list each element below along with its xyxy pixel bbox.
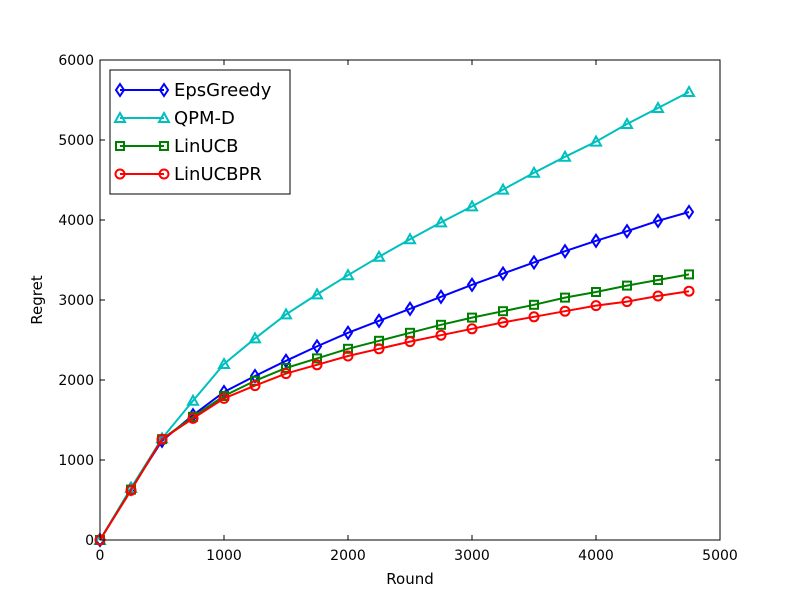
data-point-linucbpr (249, 380, 261, 392)
data-point-linucbpr (187, 412, 199, 424)
data-point-linucbpr (559, 305, 571, 317)
data-point-qpm-d (682, 84, 696, 97)
data-point-qpm-d (496, 182, 510, 195)
legend: EpsGreedy QPM-D LinUCB LinUCBPR (109, 69, 291, 195)
data-point-qpm-d (186, 393, 200, 406)
data-point-qpm-d (248, 331, 262, 344)
data-point-linucbpr (218, 392, 230, 404)
legend-item-epsgreedy: EpsGreedy (114, 80, 272, 101)
data-point-qpm-d (217, 356, 231, 369)
data-point-epsgreedy (683, 204, 695, 220)
legend-marker (157, 110, 171, 123)
legend-label: QPM-D (174, 108, 235, 129)
data-point-linucb (622, 280, 632, 291)
x-axis-label: Round (386, 570, 433, 588)
y-tick-label: 0 (85, 533, 94, 549)
data-point-epsgreedy (466, 276, 478, 293)
data-point-linucbpr (156, 433, 168, 445)
data-point-linucbpr (497, 316, 509, 328)
x-tick-label: 3000 (454, 548, 490, 564)
data-point-qpm-d (372, 249, 386, 262)
series-line-linucb (99, 273, 690, 541)
data-point-epsgreedy (342, 324, 354, 341)
data-point-linucbpr (342, 350, 354, 362)
data-point-linucb (684, 269, 694, 280)
y-tick-label: 4000 (58, 213, 94, 229)
y-tick-label: 5000 (58, 133, 94, 149)
legend-marker (115, 141, 125, 151)
data-point-epsgreedy (404, 300, 416, 317)
data-point-epsgreedy (528, 254, 540, 271)
legend-label: LinUCB (174, 136, 239, 157)
data-point-qpm-d (651, 100, 665, 113)
data-point-epsgreedy (280, 352, 292, 369)
data-point-linucbpr (466, 323, 478, 335)
data-point-linucbpr (373, 343, 385, 355)
legend-marker (114, 168, 126, 180)
data-point-qpm-d (341, 268, 355, 281)
legend-label: LinUCBPR (174, 164, 262, 185)
data-point-linucbpr (435, 329, 447, 341)
data-point-linucb (467, 312, 477, 323)
series-line-epsgreedy (99, 211, 690, 541)
data-point-linucbpr (621, 296, 633, 308)
data-point-epsgreedy (497, 265, 509, 282)
y-tick-label: 3000 (58, 293, 94, 309)
data-point-linucb (560, 292, 570, 303)
legend-marker (158, 82, 170, 98)
data-point-linucbpr (404, 336, 416, 348)
data-point-epsgreedy (652, 212, 664, 229)
x-tick-label: 4000 (578, 548, 614, 564)
x-tick-label: 5000 (702, 548, 738, 564)
y-tick-label: 2000 (58, 373, 94, 389)
legend-marker (113, 110, 127, 123)
data-point-epsgreedy (435, 288, 447, 305)
data-point-epsgreedy (373, 312, 385, 329)
data-point-qpm-d (279, 307, 293, 320)
data-point-qpm-d (527, 165, 541, 178)
data-point-qpm-d (558, 149, 572, 162)
data-point-linucbpr (528, 311, 540, 323)
x-tick-label: 1000 (206, 548, 242, 564)
legend-item-linucbpr: LinUCBPR (114, 164, 262, 185)
data-point-linucbpr (590, 300, 602, 312)
y-tick-label: 1000 (58, 453, 94, 469)
legend-marker (159, 141, 169, 151)
series-qpm-d (93, 84, 696, 545)
data-point-epsgreedy (590, 232, 602, 249)
data-point-linucb (529, 299, 539, 310)
legend-marker (114, 82, 126, 98)
data-point-qpm-d (589, 134, 603, 147)
data-point-epsgreedy (559, 243, 571, 260)
data-point-qpm-d (434, 215, 448, 228)
legend-item-linucb: LinUCB (115, 136, 239, 157)
data-point-qpm-d (465, 199, 479, 212)
legend-label: EpsGreedy (174, 80, 272, 101)
data-point-linucb (343, 343, 353, 354)
x-tick-label: 2000 (330, 548, 366, 564)
data-point-linucbpr (683, 285, 695, 297)
data-point-linucbpr (311, 359, 323, 371)
data-point-linucbpr (652, 290, 664, 302)
data-point-epsgreedy (311, 338, 323, 355)
tick-layer: 0 1000 2000 3000 4000 5000 0 1000 2000 3000 4000 50… (58, 53, 737, 564)
data-point-linucb (653, 275, 663, 285)
data-point-linucbpr (125, 484, 137, 496)
data-point-linucb (591, 287, 601, 297)
legend-item-qpm-d: QPM-D (113, 108, 235, 129)
data-point-qpm-d (310, 287, 324, 300)
data-point-epsgreedy (621, 223, 633, 240)
data-point-qpm-d (620, 116, 634, 129)
x-tick-label: 0 (96, 548, 105, 564)
data-point-linucb (498, 306, 508, 317)
data-point-qpm-d (403, 232, 417, 245)
y-tick-label: 6000 (58, 53, 94, 69)
y-axis-label: Regret (28, 275, 46, 325)
data-point-linucb (281, 363, 291, 373)
legend-marker (158, 168, 170, 180)
data-point-linucbpr (280, 368, 292, 380)
data-point-linucb (436, 319, 446, 330)
data-point-linucb (312, 353, 322, 364)
